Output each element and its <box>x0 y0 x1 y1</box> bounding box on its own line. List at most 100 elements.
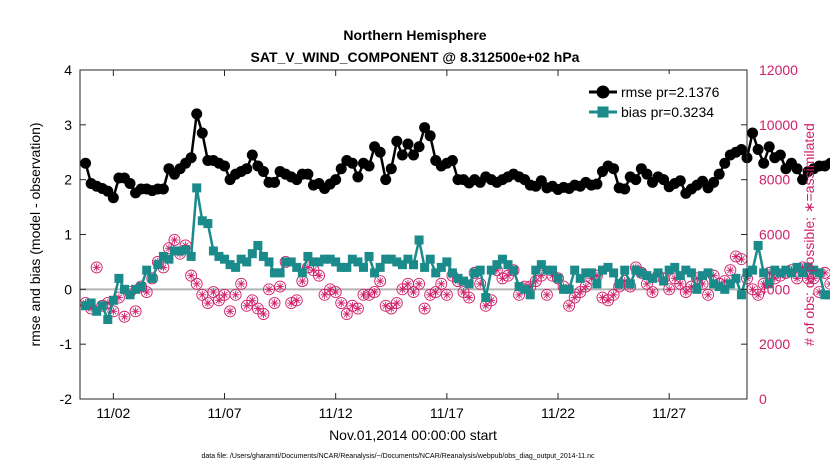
x-tick-label: 11/02 <box>96 405 130 421</box>
bias-point <box>570 265 580 275</box>
left-y-axis: -2 -1 0 1 2 3 4 <box>60 62 747 407</box>
bias-point <box>308 257 318 267</box>
bias-point <box>375 262 385 272</box>
obs-assimilated-marker <box>264 285 273 294</box>
bias-point <box>231 262 241 272</box>
bias-point <box>247 249 257 259</box>
rmse-point <box>735 144 747 156</box>
obs-possible-marker <box>335 297 348 309</box>
bias-point <box>503 260 513 270</box>
bias-point <box>253 240 263 250</box>
bias-point <box>770 265 780 275</box>
bias-point <box>331 257 341 267</box>
bias-point <box>731 273 741 283</box>
obs-possible-marker <box>268 297 281 309</box>
y2-tick-label: 10000 <box>759 117 798 133</box>
obs-assimilated-marker <box>481 301 490 310</box>
bias-point <box>586 268 596 278</box>
rmse-point <box>419 122 431 134</box>
bias-point <box>725 279 735 289</box>
bias-point <box>192 183 202 193</box>
obs-assimilated-marker <box>370 288 379 297</box>
obs-possible-marker <box>274 280 287 293</box>
obs-possible-marker <box>507 264 520 277</box>
bias-point <box>320 254 330 264</box>
obs-assimilated-marker <box>259 310 268 319</box>
rmse-point <box>608 163 620 175</box>
rmse-point <box>619 183 631 195</box>
bias-point <box>225 260 235 270</box>
bias-point <box>131 284 141 294</box>
obs-possible-marker <box>390 297 403 309</box>
rmse-point <box>380 174 392 186</box>
obs-possible-marker <box>224 305 237 318</box>
obs-assimilated-marker <box>403 279 412 288</box>
rmse-point <box>191 108 203 120</box>
obs-possible-marker <box>118 310 131 323</box>
obs-assimilated-marker <box>576 288 585 297</box>
obs-assimilated-marker <box>681 288 690 297</box>
bias-point <box>292 262 302 272</box>
obs-assimilated-marker <box>292 296 301 305</box>
obs-assimilated-marker <box>665 285 674 294</box>
bias-point <box>514 282 524 292</box>
rmse-point <box>719 157 731 169</box>
rmse-point <box>758 157 770 169</box>
bias-point <box>686 268 696 278</box>
obs-assimilated-marker <box>353 304 362 313</box>
bias-point <box>97 301 107 311</box>
bias-point <box>803 262 813 272</box>
rmse-point <box>257 165 269 177</box>
obs-assimilated-marker <box>187 271 196 280</box>
bias-point <box>214 251 224 261</box>
bias-point <box>553 273 563 283</box>
y-tick-label: -1 <box>60 336 73 352</box>
x-tick-label: 11/07 <box>208 405 242 421</box>
bias-point <box>698 271 708 281</box>
bias-point <box>620 265 630 275</box>
rmse-point <box>752 144 764 156</box>
obs-possible-marker <box>474 277 487 290</box>
obs-assimilated-marker <box>120 312 129 321</box>
legend: rmse pr=2.1376 bias pr=0.3234 <box>582 74 734 126</box>
obs-possible-marker <box>129 305 142 318</box>
bias-point <box>314 257 324 267</box>
obs-assimilated-marker <box>170 235 179 244</box>
y2-tick-label: 2000 <box>759 336 790 352</box>
bias-point <box>692 284 702 294</box>
obs-assimilated-marker <box>726 266 735 275</box>
rmse-point <box>124 178 136 190</box>
obs-possible-marker <box>663 283 676 296</box>
obs-assimilated-marker <box>826 279 830 288</box>
bias-point <box>303 251 313 261</box>
bias-point <box>509 265 519 275</box>
y-tick-label: 2 <box>64 172 72 188</box>
rmse-point <box>413 141 425 153</box>
bias-point <box>753 240 763 250</box>
rmse-point <box>713 168 725 180</box>
bias-point <box>648 273 658 283</box>
obs-assimilated-marker <box>609 290 618 299</box>
obs-possible-marker <box>540 288 553 301</box>
bias-point <box>125 290 135 300</box>
bias-point <box>703 268 713 278</box>
bias-point <box>786 268 796 278</box>
bias-point <box>142 265 152 275</box>
bias-point <box>220 254 230 264</box>
legend-rmse-label: rmse pr=2.1376 <box>621 84 720 100</box>
bias-point <box>564 284 574 294</box>
bias-point <box>764 279 774 289</box>
obs-assimilated-marker <box>214 296 223 305</box>
obs-possible-marker <box>463 291 476 304</box>
bias-point <box>820 290 830 300</box>
obs-possible-marker <box>313 269 325 282</box>
rmse-point <box>408 149 419 161</box>
bias-point <box>186 251 196 261</box>
obs-assimilated-marker <box>376 277 385 286</box>
obs-assimilated-marker <box>220 290 229 299</box>
bias-point <box>614 279 624 289</box>
bias-point <box>475 265 485 275</box>
bias-point <box>625 279 635 289</box>
obs-assimilated-marker <box>437 279 446 288</box>
